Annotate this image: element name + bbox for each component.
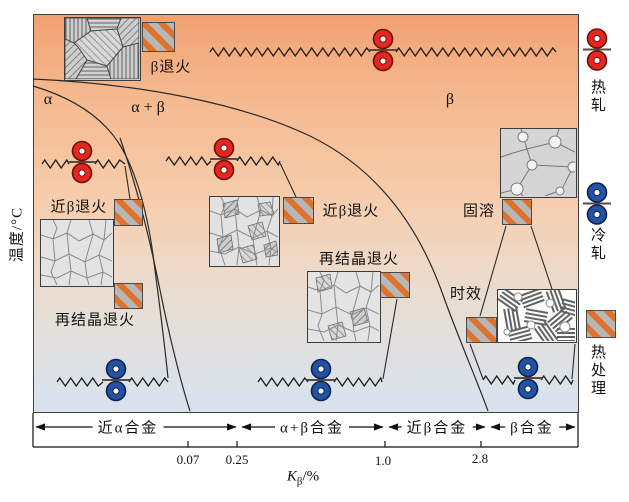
range-label-alpha-beta-alloy: α+β合金	[275, 416, 349, 438]
x-tick-0-07: 0.07	[176, 452, 200, 467]
heat-treatment-swatch-recryst-right	[380, 272, 410, 298]
heat-treatment-swatch-beta-anneal	[142, 22, 175, 52]
label-recryst-anneal-right: 再结晶退火	[318, 251, 400, 268]
range-label-beta-alloy: β合金	[505, 416, 559, 438]
range-label-near-beta-alloy: 近β合金	[401, 416, 473, 438]
y-axis-title: 温度/°C	[9, 206, 26, 263]
label-aging: 时效	[449, 286, 483, 303]
microstructure-beta-annealed	[64, 17, 141, 81]
heat-treatment-swatch-solution	[502, 199, 532, 225]
x-axis-title: Kβ/%	[287, 469, 319, 488]
heat-treatment-swatch-near-beta-mid	[283, 197, 314, 224]
x-tick-0-25: 0.25	[225, 452, 249, 467]
microstructure-aged	[497, 289, 577, 343]
legend-label-heat-treatment: 热处理	[589, 344, 605, 398]
phase-label-beta: β	[445, 91, 455, 108]
x-axis-title-unit: /%	[302, 468, 320, 485]
label-near-beta-anneal-left: 近β退火	[50, 199, 108, 216]
label-solution: 固溶	[462, 203, 496, 220]
label-near-beta-anneal-mid: 近β退火	[322, 203, 380, 220]
x-axis-title-subscript: β	[296, 475, 303, 488]
label-recryst-anneal-left: 再结晶退火	[54, 312, 136, 329]
legend-hot-rolling-icon	[583, 28, 611, 71]
label-beta-anneal: β退火	[150, 59, 192, 76]
phase-label-alpha: α	[43, 91, 53, 108]
microstructure-near-beta-annealed-left	[40, 219, 114, 287]
heat-treatment-swatch-recryst-left	[114, 283, 143, 309]
legend-label-cold-rolling: 冷轧	[589, 227, 605, 263]
x-tick-1-0: 1.0	[374, 453, 392, 468]
legend-heat-treatment-swatch	[586, 310, 616, 338]
microstructure-recrystallization-annealed	[307, 271, 381, 343]
range-label-near-alpha-alloy: 近α合金	[92, 416, 164, 438]
phase-label-alpha-beta: α + β	[131, 99, 165, 116]
legend-label-hot-rolling: 热轧	[589, 79, 605, 115]
microstructure-solution-treated	[500, 128, 577, 198]
heat-treatment-swatch-aging	[466, 317, 497, 343]
heat-treatment-swatch-near-beta-left	[114, 199, 143, 226]
microstructure-near-beta-annealed-mid	[209, 196, 280, 267]
legend-cold-rolling-icon	[583, 182, 611, 225]
x-tick-2-8: 2.8	[471, 451, 489, 466]
x-axis-title-symbol: K	[286, 468, 297, 485]
